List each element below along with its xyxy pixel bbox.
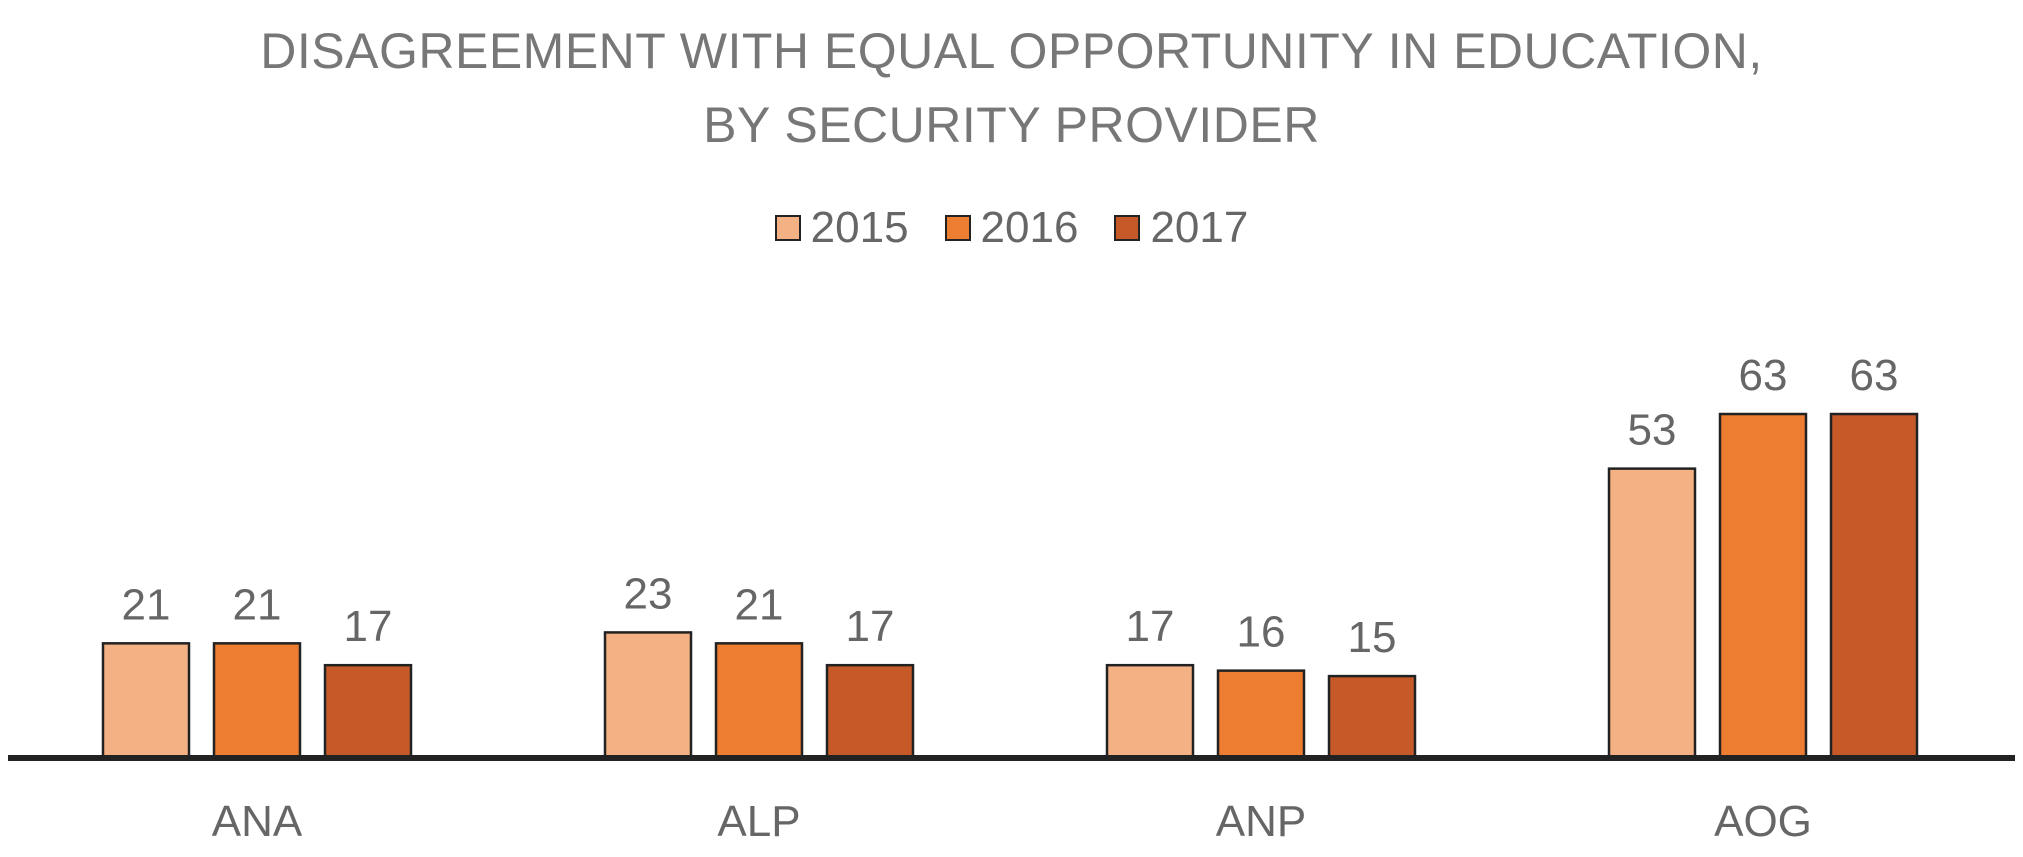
bar-alp-2017 <box>825 663 915 760</box>
category-label-anp: ANP <box>1216 797 1306 846</box>
legend-label-2016: 2016 <box>980 203 1079 252</box>
chart-title: DISAGREEMENT WITH EQUAL OPPORTUNITY IN E… <box>0 14 2023 162</box>
data-label-aog-2017: 63 <box>1850 351 1899 400</box>
legend-item-2016: 2016 <box>944 200 1079 256</box>
legend-swatch-2017 <box>1114 215 1141 241</box>
chart-title-line-1: DISAGREEMENT WITH EQUAL OPPORTUNITY IN E… <box>260 23 1763 79</box>
data-label-anp-2017: 15 <box>1348 613 1397 662</box>
data-label-anp-2015: 17 <box>1126 602 1175 651</box>
data-label-alp-2017: 17 <box>846 602 895 651</box>
bar-ana-2017 <box>323 663 413 760</box>
bar-alp-2015 <box>603 631 693 760</box>
category-label-aog: AOG <box>1714 797 1812 846</box>
data-label-anp-2016: 16 <box>1237 608 1286 657</box>
legend-item-2015: 2015 <box>774 200 909 256</box>
data-label-ana-2017: 17 <box>344 602 393 651</box>
bar-anp-2017 <box>1327 674 1417 760</box>
legend-item-2017: 2017 <box>1114 200 1248 256</box>
chart-title-line-2: BY SECURITY PROVIDER <box>703 97 1320 153</box>
legend-label-2015: 2015 <box>810 203 909 252</box>
bar-ana-2016 <box>212 642 302 760</box>
category-label-alp: ALP <box>717 797 800 846</box>
data-label-ana-2016: 21 <box>233 580 282 629</box>
bar-aog-2016 <box>1718 412 1808 760</box>
data-label-ana-2015: 21 <box>122 580 171 629</box>
data-label-aog-2015: 53 <box>1628 406 1677 455</box>
data-label-aog-2016: 63 <box>1739 351 1788 400</box>
legend-swatch-2016 <box>944 215 971 241</box>
bar-ana-2015 <box>101 642 191 760</box>
data-label-alp-2015: 23 <box>624 569 673 618</box>
bar-alp-2016 <box>714 642 804 760</box>
bar-aog-2017 <box>1829 412 1919 760</box>
legend-swatch-2015 <box>774 215 801 241</box>
bar-anp-2015 <box>1105 663 1195 760</box>
chart-legend: 2015 2016 2017 <box>0 200 2023 256</box>
bar-aog-2015 <box>1607 467 1697 760</box>
legend-label-2017: 2017 <box>1150 203 1249 252</box>
category-label-ana: ANA <box>212 797 303 846</box>
data-label-alp-2016: 21 <box>735 580 784 629</box>
bar-anp-2016 <box>1216 669 1306 760</box>
